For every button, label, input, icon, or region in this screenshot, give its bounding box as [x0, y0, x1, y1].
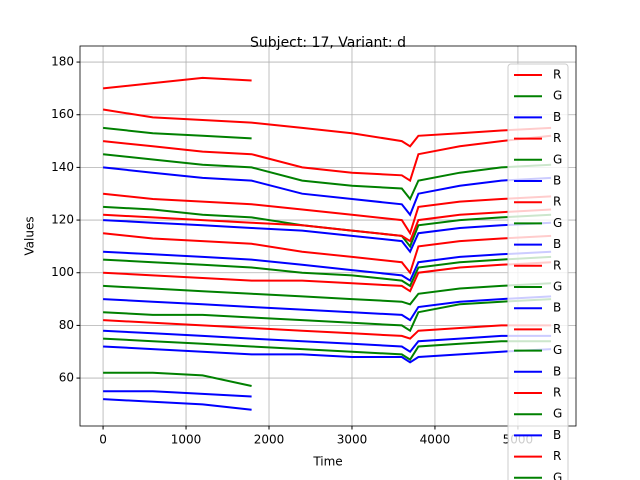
legend-label: B — [553, 301, 561, 315]
legend-label: G — [553, 152, 562, 166]
legend-label: G — [553, 407, 562, 421]
series-line — [102, 134, 552, 183]
series-line — [103, 371, 252, 387]
y-tick-label: 100 — [51, 265, 74, 279]
legend-label: R — [553, 195, 561, 209]
x-tick-label: 0 — [99, 433, 107, 447]
x-tick-label: 2000 — [254, 433, 285, 447]
legend-label: G — [553, 280, 562, 294]
y-tick-label: 180 — [51, 55, 74, 69]
legend-label: G — [553, 216, 562, 230]
series-line — [102, 153, 552, 201]
legend-label: G — [553, 470, 562, 480]
series-line — [103, 282, 552, 306]
series-line — [102, 192, 552, 236]
legend-label: G — [553, 343, 562, 357]
series-line — [103, 261, 552, 293]
series-line — [103, 398, 252, 411]
series-line — [103, 295, 552, 322]
y-tick-label: 160 — [51, 107, 74, 121]
x-axis-label: Time — [312, 455, 342, 469]
legend-label: B — [553, 237, 561, 251]
legend-label: R — [553, 131, 561, 145]
legend-label: B — [553, 174, 561, 188]
x-tick-label: 1000 — [171, 433, 202, 447]
legend-label: B — [553, 110, 561, 124]
series-line — [103, 250, 552, 283]
series-line — [103, 390, 252, 398]
legend-label: B — [553, 428, 561, 442]
series-line — [103, 219, 552, 254]
legend-label: G — [553, 89, 562, 103]
legend-label: R — [553, 322, 561, 336]
series-line — [103, 208, 552, 243]
legend-label: R — [553, 258, 561, 272]
series-line — [103, 319, 552, 340]
y-axis-label: Values — [23, 216, 37, 255]
y-tick-label: 120 — [51, 213, 74, 227]
legend-label: R — [553, 68, 561, 82]
series-line — [102, 76, 252, 90]
series-line — [103, 329, 552, 354]
legend-box — [507, 63, 569, 480]
legend-label: B — [553, 364, 561, 378]
y-tick-label: 140 — [51, 160, 74, 174]
series-line — [103, 345, 552, 364]
legend-label: R — [553, 449, 561, 463]
plot-frame — [79, 45, 577, 427]
series-line — [103, 337, 552, 361]
x-tick-label: 4000 — [420, 433, 451, 447]
series-line — [103, 255, 552, 288]
x-tick-label: 3000 — [337, 433, 368, 447]
plot-lines — [102, 76, 552, 411]
series-line — [102, 126, 252, 140]
y-tick-label: 80 — [59, 318, 74, 332]
legend-label: R — [553, 386, 561, 400]
series-line — [102, 232, 552, 275]
chart-title: Subject: 17, Variant: d — [250, 35, 406, 51]
series-line — [103, 298, 552, 333]
series-line — [102, 166, 552, 217]
y-tick-label: 60 — [59, 371, 74, 385]
series-line — [102, 108, 552, 148]
